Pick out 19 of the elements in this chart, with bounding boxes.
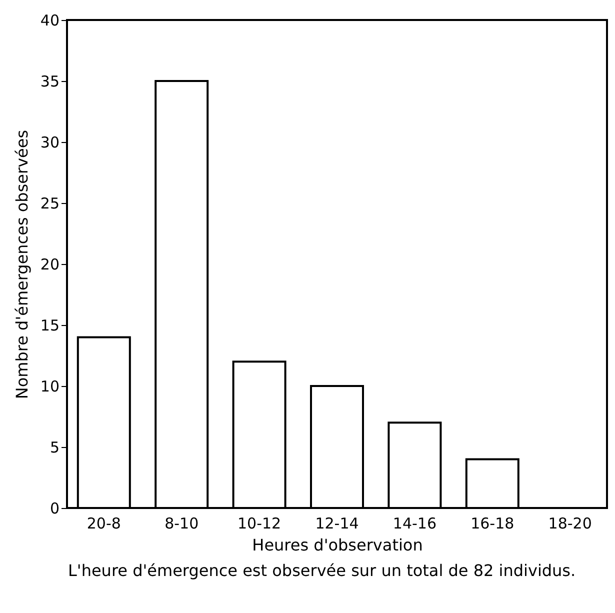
x-tick-label: 8-10 xyxy=(164,514,199,532)
y-tick-label: 30 xyxy=(40,134,60,152)
y-tick-label: 40 xyxy=(40,12,60,30)
y-tick-label: 15 xyxy=(40,316,60,334)
x-tick-label: 12-14 xyxy=(315,514,359,532)
y-tick-label: 25 xyxy=(40,194,60,212)
y-tick-label: 20 xyxy=(40,256,60,274)
x-tick-label: 18-20 xyxy=(548,514,592,532)
x-tick-label: 10-12 xyxy=(238,514,282,532)
y-tick-label: 5 xyxy=(50,438,60,456)
y-tick-label: 10 xyxy=(40,378,60,396)
text: L'heure d'émergence est observée sur un total de 82 individus. xyxy=(68,561,577,581)
y-tick-label: 35 xyxy=(40,72,60,90)
x-axis-title: Heures d'observation xyxy=(252,536,423,554)
y-axis-title: Nombre d'émergences observées xyxy=(12,130,32,400)
x-tick-label: 14-16 xyxy=(392,514,436,532)
x-tick-label: 16-18 xyxy=(470,514,514,532)
x-tick-label: 20-8 xyxy=(86,514,121,532)
y-tick-label: 0 xyxy=(50,500,60,518)
